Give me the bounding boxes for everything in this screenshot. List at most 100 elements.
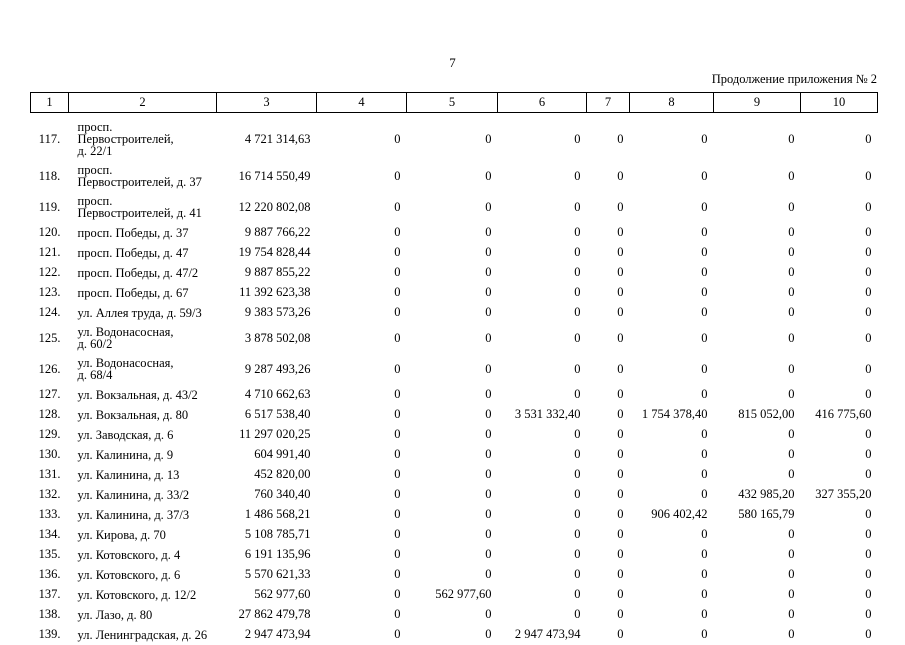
value-cell: 0 <box>587 354 630 385</box>
total-cell: 16 714 550,49 <box>217 161 317 192</box>
value-cell: 0 <box>498 465 587 485</box>
value-cell: 0 <box>498 323 587 354</box>
value-cell: 0 <box>714 192 801 223</box>
value-cell: 0 <box>801 545 878 565</box>
total-cell: 9 887 855,22 <box>217 263 317 283</box>
value-cell: 0 <box>587 405 630 425</box>
value-cell: 0 <box>587 605 630 625</box>
value-cell: 0 <box>587 545 630 565</box>
value-cell: 0 <box>630 113 714 162</box>
address-cell: ул. Лазо, д. 80 <box>69 605 217 625</box>
value-cell: 0 <box>714 223 801 243</box>
value-cell: 0 <box>407 223 498 243</box>
value-cell: 0 <box>630 525 714 545</box>
value-cell: 0 <box>587 525 630 545</box>
value-cell: 0 <box>498 565 587 585</box>
row-number: 117. <box>31 113 69 162</box>
address-cell: ул. Водонасосная, д. 68/4 <box>69 354 217 385</box>
value-cell: 0 <box>630 465 714 485</box>
row-number: 121. <box>31 243 69 263</box>
value-cell: 0 <box>407 525 498 545</box>
value-cell: 0 <box>630 385 714 405</box>
total-cell: 11 392 623,38 <box>217 283 317 303</box>
value-cell: 0 <box>630 565 714 585</box>
value-cell: 0 <box>317 545 407 565</box>
total-cell: 3 878 502,08 <box>217 323 317 354</box>
value-cell: 0 <box>714 323 801 354</box>
address-cell: просп. Победы, д. 47/2 <box>69 263 217 283</box>
value-cell: 0 <box>317 192 407 223</box>
value-cell: 0 <box>714 465 801 485</box>
column-header: 2 <box>69 93 217 113</box>
address-cell: ул. Заводская, д. 6 <box>69 425 217 445</box>
value-cell: 0 <box>498 283 587 303</box>
value-cell: 0 <box>630 323 714 354</box>
value-cell: 0 <box>317 223 407 243</box>
value-cell: 3 531 332,40 <box>498 405 587 425</box>
address-cell: просп. Первостроителей, д. 41 <box>69 192 217 223</box>
row-number: 138. <box>31 605 69 625</box>
value-cell: 0 <box>587 161 630 192</box>
total-cell: 5 108 785,71 <box>217 525 317 545</box>
value-cell: 0 <box>801 465 878 485</box>
value-cell: 0 <box>714 625 801 645</box>
address-cell: просп. Победы, д. 47 <box>69 243 217 263</box>
value-cell: 0 <box>587 303 630 323</box>
value-cell: 0 <box>407 243 498 263</box>
value-cell: 0 <box>317 425 407 445</box>
row-number: 119. <box>31 192 69 223</box>
row-number: 133. <box>31 505 69 525</box>
row-number: 131. <box>31 465 69 485</box>
value-cell: 0 <box>587 585 630 605</box>
value-cell: 0 <box>317 525 407 545</box>
value-cell: 0 <box>801 303 878 323</box>
value-cell: 0 <box>407 385 498 405</box>
total-cell: 4 710 662,63 <box>217 385 317 405</box>
value-cell: 0 <box>498 525 587 545</box>
row-number: 137. <box>31 585 69 605</box>
value-cell: 0 <box>801 605 878 625</box>
value-cell: 0 <box>801 283 878 303</box>
value-cell: 416 775,60 <box>801 405 878 425</box>
address-cell: ул. Котовского, д. 6 <box>69 565 217 585</box>
value-cell: 0 <box>587 263 630 283</box>
value-cell: 0 <box>498 192 587 223</box>
value-cell: 0 <box>407 263 498 283</box>
value-cell: 0 <box>801 223 878 243</box>
value-cell: 0 <box>587 625 630 645</box>
column-header: 10 <box>801 93 878 113</box>
value-cell: 0 <box>630 585 714 605</box>
value-cell: 0 <box>714 445 801 465</box>
page-number: 7 <box>0 55 905 71</box>
value-cell: 0 <box>587 485 630 505</box>
value-cell: 0 <box>801 445 878 465</box>
total-cell: 9 287 493,26 <box>217 354 317 385</box>
column-header: 3 <box>217 93 317 113</box>
address-cell: ул. Котовского, д. 4 <box>69 545 217 565</box>
value-cell: 580 165,79 <box>714 505 801 525</box>
value-cell: 0 <box>317 565 407 585</box>
value-cell: 0 <box>630 283 714 303</box>
value-cell: 0 <box>714 565 801 585</box>
value-cell: 0 <box>407 405 498 425</box>
value-cell: 0 <box>498 161 587 192</box>
row-number: 135. <box>31 545 69 565</box>
value-cell: 2 947 473,94 <box>498 625 587 645</box>
row-number: 129. <box>31 425 69 445</box>
row-number: 139. <box>31 625 69 645</box>
total-cell: 6 517 538,40 <box>217 405 317 425</box>
value-cell: 0 <box>498 545 587 565</box>
value-cell: 0 <box>317 505 407 525</box>
value-cell: 0 <box>498 425 587 445</box>
